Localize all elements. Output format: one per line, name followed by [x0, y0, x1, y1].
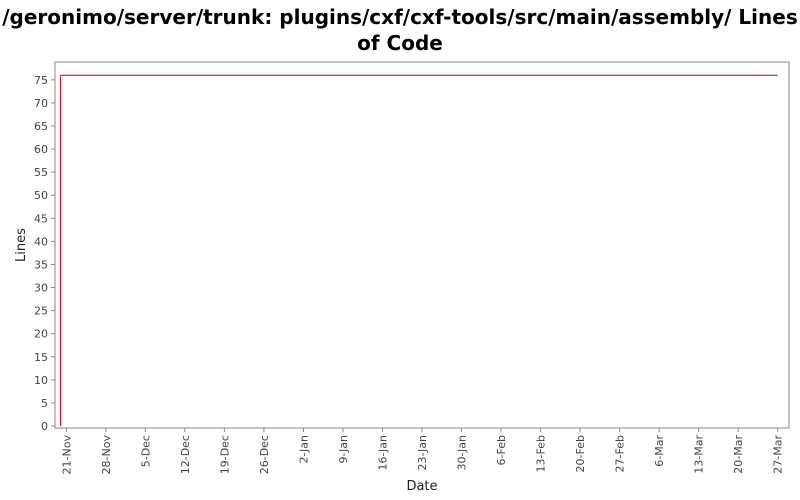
y-tick-label: 65	[34, 120, 48, 133]
y-tick-label: 15	[34, 351, 48, 364]
x-axis: 21-Nov 28-Nov 5-Dec 12-Dec 19-Dec 26-Dec 2-Jan…	[60, 428, 785, 475]
x-tick-label: 30-Jan	[456, 435, 469, 471]
x-tick-label: 12-Dec	[179, 435, 192, 474]
y-tick-label: 10	[34, 374, 48, 387]
x-tick-label: 6-Mar	[653, 435, 666, 467]
x-tick-label: 16-Jan	[376, 435, 389, 471]
x-axis-label: Date	[406, 479, 437, 494]
y-tick-label: 5	[41, 397, 48, 410]
y-tick-label: 60	[34, 143, 48, 156]
series-layer	[60, 74, 778, 426]
x-tick-label: 13-Feb	[535, 435, 548, 472]
y-tick-label: 50	[34, 189, 48, 202]
x-tick-label: 2-Jan	[297, 435, 310, 464]
y-tick-label: 70	[34, 97, 48, 110]
x-tick-label: 20-Mar	[732, 435, 745, 474]
x-tick-label: 9-Jan	[337, 435, 350, 464]
x-tick-label: 20-Feb	[574, 435, 587, 472]
plot-area	[54, 61, 790, 429]
x-tick-label: 13-Mar	[693, 435, 706, 474]
x-tick-label: 28-Nov	[100, 435, 113, 475]
y-tick-label: 75	[34, 74, 48, 87]
y-axis-label: Lines	[14, 228, 29, 262]
x-tick-label: 19-Dec	[218, 435, 231, 474]
y-tick-label: 55	[34, 166, 48, 179]
y-tick-label: 40	[34, 235, 48, 248]
y-tick-label: 35	[34, 258, 48, 271]
x-tick-label: 27-Mar	[772, 435, 785, 474]
x-tick-label: 6-Feb	[495, 435, 508, 465]
y-tick-label: 30	[34, 282, 48, 295]
chart-title: /geronimo/server/trunk: plugins/cxf/cxf-…	[2, 5, 798, 55]
x-tick-label: 23-Jan	[416, 435, 429, 471]
series-line	[60, 74, 778, 426]
y-tick-label: 0	[41, 420, 48, 433]
y-tick-label: 45	[34, 212, 48, 225]
x-tick-label: 21-Nov	[60, 435, 73, 475]
y-tick-label: 25	[34, 305, 48, 318]
x-tick-label: 26-Dec	[258, 435, 271, 474]
y-axis: 0 5 10 15 20 25 30 35 40 45 50 55 60 65 70 75	[34, 74, 55, 433]
x-tick-label: 5-Dec	[139, 435, 152, 467]
x-tick-label: 27-Feb	[614, 435, 627, 472]
y-tick-label: 20	[34, 328, 48, 341]
